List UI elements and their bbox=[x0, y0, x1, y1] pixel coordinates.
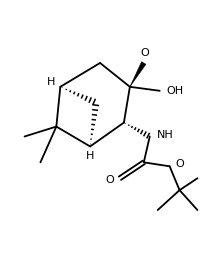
Text: OH: OH bbox=[167, 86, 184, 96]
Text: O: O bbox=[140, 48, 149, 58]
Text: H: H bbox=[86, 151, 94, 161]
Polygon shape bbox=[130, 63, 144, 87]
Text: O: O bbox=[176, 159, 184, 169]
Text: O: O bbox=[105, 175, 114, 185]
Text: NH: NH bbox=[157, 129, 173, 140]
Polygon shape bbox=[130, 62, 146, 87]
Text: H: H bbox=[47, 77, 56, 87]
